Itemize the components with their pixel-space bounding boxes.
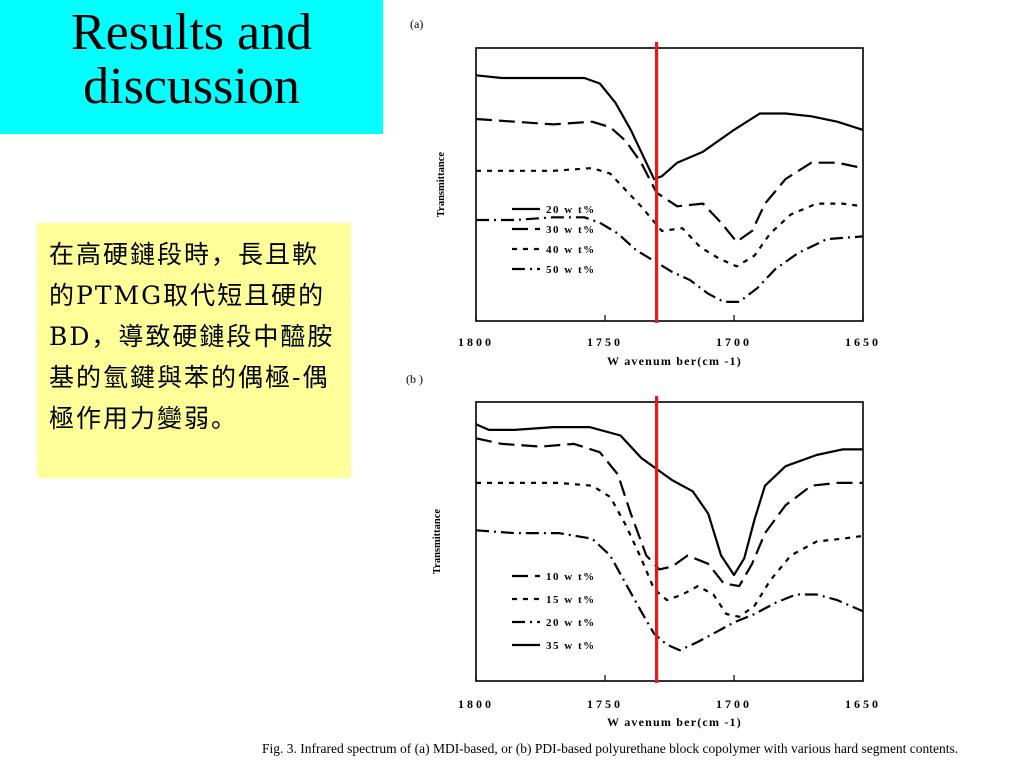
plot-frame-a bbox=[475, 47, 864, 322]
slide-title-line-2: discussion bbox=[83, 58, 300, 115]
x-tick-label-b-1750: 1750 bbox=[587, 697, 623, 711]
series-line-a-0 bbox=[475, 74, 864, 181]
legend-label-b-1: 15 w t% bbox=[546, 594, 596, 606]
legend-label-b-3: 35 w t% bbox=[546, 640, 596, 652]
legend-label-b-2: 20 w t% bbox=[546, 617, 596, 629]
x-tick-label-a-1800: 1800 bbox=[458, 335, 494, 349]
series-line-b-3 bbox=[475, 423, 863, 577]
x-tick-label-b-1650: 1650 bbox=[845, 697, 881, 711]
plot-frame-b bbox=[475, 401, 864, 682]
series-line-b-0 bbox=[475, 437, 863, 588]
legend-label-b-0: 10 w t% bbox=[546, 571, 596, 583]
series-line-a-3 bbox=[476, 216, 864, 303]
ir-spectra-chart: (a) Transmittance 1800 1750 1700 1650 W avenum… bbox=[406, 17, 881, 729]
x-tick-label-a-1700: 1700 bbox=[716, 335, 752, 349]
legend-label-a-3: 50 w t% bbox=[546, 264, 596, 276]
series-line-b-2 bbox=[475, 529, 864, 652]
legend-label-a-0: 20 w t% bbox=[546, 204, 596, 216]
x-tick-label-a-1650: 1650 bbox=[845, 335, 881, 349]
x-axis-label-b: W avenum ber(cm -1) bbox=[607, 715, 742, 729]
panel-label-b: (b ) bbox=[406, 372, 423, 386]
x-axis-label-a: W avenum ber(cm -1) bbox=[607, 354, 742, 368]
x-tick-label-a-1750: 1750 bbox=[587, 335, 623, 349]
ir-spectra-figure: (a) Transmittance 1800 1750 1700 1650 W avenum… bbox=[400, 10, 1024, 730]
y-axis-label-a: Transmittance bbox=[436, 152, 447, 217]
slide-title: Results and discussion bbox=[0, 0, 383, 134]
x-tick-label-b-1800: 1800 bbox=[458, 697, 494, 711]
series-line-b-1 bbox=[476, 481, 864, 618]
series-line-a-2 bbox=[476, 167, 864, 268]
figure-caption: Fig. 3. Infrared spectrum of (a) MDI-bas… bbox=[262, 741, 959, 756]
legend-label-a-1: 30 w t% bbox=[546, 224, 596, 236]
legend-label-a-2: 40 w t% bbox=[546, 244, 596, 256]
panel-label-a: (a) bbox=[410, 17, 423, 31]
series-line-a-1 bbox=[475, 117, 864, 243]
x-tick-label-b-1700: 1700 bbox=[716, 697, 752, 711]
y-axis-label-b: Transmittance bbox=[432, 509, 443, 574]
slide-title-line-1: Results and bbox=[70, 4, 313, 61]
note-box: 在高硬鏈段時，長且軟的PTMG取代短且硬的BD，導致硬鏈段中醯胺基的氫鍵與苯的偶… bbox=[37, 223, 351, 478]
